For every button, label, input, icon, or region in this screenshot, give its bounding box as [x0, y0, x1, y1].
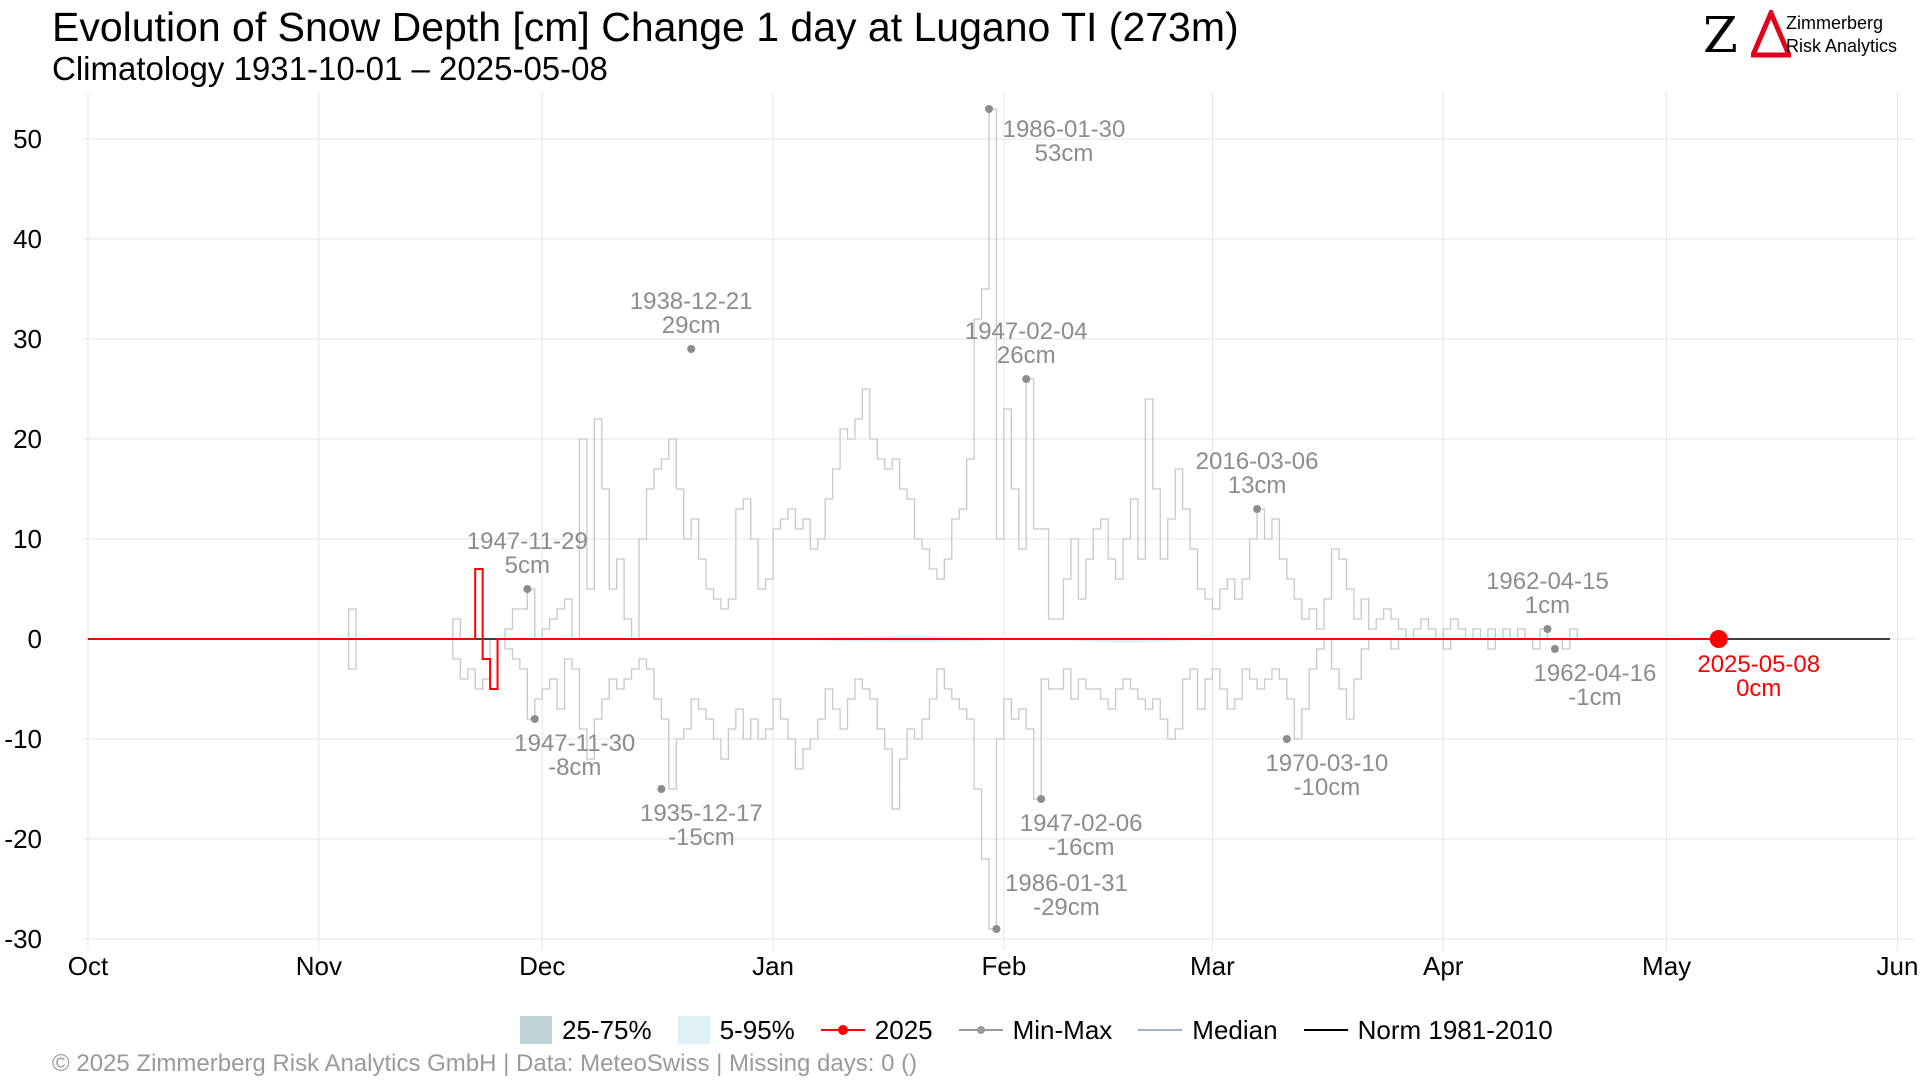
y-tick-label: 40 [13, 224, 42, 254]
annotation-value: 1cm [1525, 592, 1570, 619]
annotation-value: -29cm [1033, 894, 1100, 921]
annotation-date: 1935-12-17 [640, 800, 763, 827]
current-value-label: 0cm [1736, 675, 1781, 702]
logo-delta-icon [1751, 10, 1791, 58]
x-tick-label: Mar [1190, 951, 1235, 981]
min-max-min-line [347, 638, 1585, 930]
series-2025-line [88, 568, 1719, 690]
annotation-value: 29cm [662, 312, 721, 339]
legend-line-dot-icon [820, 1025, 865, 1035]
annotation-value: 13cm [1228, 472, 1287, 499]
legend-label: Min-Max [1012, 1014, 1113, 1045]
chart-legend: 25-75% 5-95% 2025 Min-Max Median Norm 19… [520, 1012, 1579, 1048]
legend-line-dot-icon [958, 1026, 1003, 1034]
y-tick-label: -20 [4, 824, 42, 854]
legend-item-5-95: 5-95% [677, 1014, 795, 1046]
annotation-date: 2016-03-06 [1196, 448, 1319, 475]
annotation-date: 1962-04-15 [1486, 568, 1609, 595]
legend-label: Median [1192, 1014, 1278, 1045]
annotation-date: 1986-01-30 [1003, 116, 1126, 143]
extreme-point [1543, 625, 1552, 633]
extreme-point [1037, 795, 1046, 803]
x-tick-label: Dec [519, 951, 565, 981]
chart-subtitle: Climatology 1931-10-01 – 2025-05-08 [52, 50, 608, 87]
extreme-point [985, 105, 993, 113]
x-tick-label: Jan [752, 951, 794, 981]
annotation-date: 1962-04-16 [1534, 660, 1657, 687]
extreme-point [1282, 735, 1291, 743]
annotation-date: 1947-02-04 [965, 318, 1088, 345]
legend-label: 5-95% [719, 1014, 795, 1045]
legend-swatch-5-95 [677, 1016, 710, 1044]
legend-label: 2025 [874, 1014, 933, 1045]
extreme-point [687, 345, 696, 353]
annotation-value: -16cm [1048, 834, 1115, 861]
annotation-value: -8cm [548, 754, 601, 781]
legend-label: 25-75% [562, 1014, 652, 1045]
y-tick-label: 10 [13, 524, 42, 554]
extreme-point [992, 925, 1001, 933]
current-date-label: 2025-05-08 [1697, 651, 1820, 678]
extreme-point [530, 715, 539, 723]
legend-swatch-25-75 [520, 1016, 552, 1044]
legend-line-icon [1138, 1029, 1183, 1031]
legend-item-2025: 2025 [820, 1014, 933, 1046]
annotation-date: 1947-02-06 [1020, 810, 1143, 837]
x-tick-label: Feb [981, 951, 1026, 981]
company-logo: Z Zimmerberg Risk Analytics [1703, 10, 1903, 60]
y-tick-label: -10 [4, 724, 42, 754]
legend-item-norm: Norm 1981-2010 [1303, 1014, 1553, 1046]
logo-z-mark: Z [1703, 6, 1738, 64]
logo-name-line2: Risk Analytics [1786, 36, 1898, 56]
extreme-point [1253, 505, 1262, 513]
annotation-date: 1938-12-21 [630, 288, 753, 315]
y-tick-label: 50 [13, 124, 42, 154]
annotation-value: 5cm [505, 552, 550, 579]
x-tick-label: Jun [1876, 951, 1918, 981]
x-tick-label: Oct [68, 951, 109, 981]
x-tick-label: Apr [1423, 951, 1464, 981]
annotation-value: 26cm [997, 342, 1056, 369]
annotation-value: -10cm [1294, 774, 1361, 801]
legend-item-median: Median [1138, 1014, 1278, 1046]
y-tick-label: 20 [13, 424, 42, 454]
logo-name-line1: Zimmerberg [1786, 13, 1884, 33]
annotation-date: 1986-01-31 [1005, 870, 1128, 897]
extreme-point [1550, 645, 1559, 653]
footer-credits: © 2025 Zimmerberg Risk Analytics GmbH | … [52, 1050, 918, 1077]
annotation-value: -15cm [668, 824, 735, 851]
y-tick-label: 30 [13, 324, 42, 354]
x-tick-label: Nov [296, 951, 342, 981]
legend-item-min-max: Min-Max [958, 1014, 1113, 1046]
annotation-value: -1cm [1568, 684, 1621, 711]
annotation-date: 1947-11-30 [514, 730, 635, 757]
extreme-point [1022, 375, 1031, 383]
extreme-point [657, 785, 666, 793]
extreme-point [523, 585, 532, 593]
x-tick-label: May [1642, 951, 1691, 981]
legend-line-icon [1303, 1029, 1348, 1031]
legend-label: Norm 1981-2010 [1357, 1014, 1553, 1045]
y-tick-label: -30 [4, 924, 42, 954]
annotation-date: 1970-03-10 [1265, 750, 1388, 777]
current-point [1709, 630, 1728, 648]
legend-item-25-75: 25-75% [520, 1015, 652, 1046]
y-tick-label: 0 [28, 624, 42, 654]
chart-title: Evolution of Snow Depth [cm] Change 1 da… [52, 4, 1239, 50]
chart-canvas: Oct Nov Dec Jan Feb Mar Apr May Jun 50 40 30 20 10 0 -1… [4, 92, 1918, 981]
annotation-value: 53cm [1035, 140, 1094, 167]
annotation-date: 1947-11-29 [467, 528, 588, 555]
